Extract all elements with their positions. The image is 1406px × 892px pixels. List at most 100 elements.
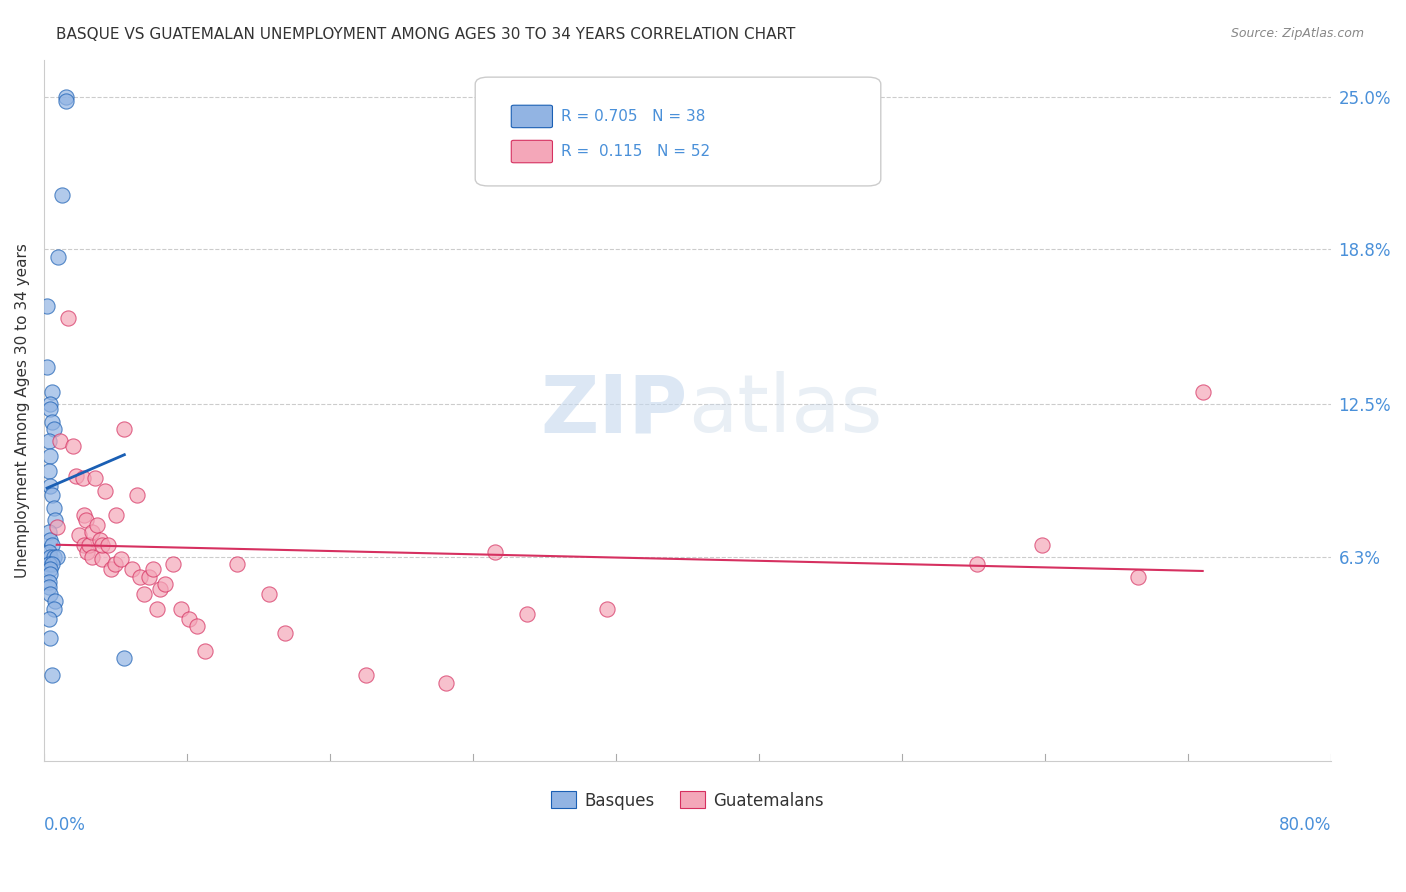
Point (67, 528, 90, 542)
Point (42, 422, 65, 436)
Point (177, 611, 200, 625)
Text: R =  0.115   N = 52: R = 0.115 N = 52 (561, 144, 710, 159)
Point (42, 601, 65, 615)
Point (966, 558, 988, 572)
Text: 0.0%: 0.0% (44, 815, 86, 833)
Point (48, 250, 70, 264)
FancyBboxPatch shape (475, 77, 880, 186)
Point (100, 562, 122, 576)
Point (76, 545, 98, 559)
Point (94, 483, 117, 498)
Point (38, 525, 60, 540)
Point (37, 299, 59, 313)
Point (41, 558, 63, 572)
Point (77, 538, 100, 552)
Point (194, 643, 217, 657)
Point (73, 538, 96, 552)
Point (73, 508, 96, 523)
Point (39, 562, 62, 576)
Point (75, 513, 97, 527)
Point (105, 508, 128, 523)
Point (42, 500, 65, 515)
FancyBboxPatch shape (512, 105, 553, 128)
Point (49, 434, 72, 449)
Point (82, 549, 104, 564)
Point (121, 562, 143, 576)
Point (112, 651, 135, 665)
Point (39, 478, 62, 492)
Point (62, 439, 84, 453)
Point (484, 545, 506, 559)
Point (51, 188, 73, 202)
Point (41, 415, 63, 429)
Point (41, 538, 63, 552)
FancyBboxPatch shape (512, 140, 553, 162)
Point (82, 525, 104, 540)
Point (142, 562, 165, 576)
Point (149, 582, 172, 596)
Point (39, 587, 62, 601)
Point (274, 626, 297, 640)
Point (39, 449, 62, 463)
Point (39, 549, 62, 564)
Text: 80.0%: 80.0% (1279, 815, 1331, 833)
Point (145, 601, 167, 615)
Point (37, 360, 59, 375)
Point (55, 89, 77, 103)
Point (38, 611, 60, 625)
Point (72, 471, 94, 485)
Point (39, 533, 62, 547)
Point (434, 675, 457, 690)
Point (89, 533, 111, 547)
Text: BASQUE VS GUATEMALAN UNEMPLOYMENT AMONG AGES 30 TO 34 YEARS CORRELATION CHART: BASQUE VS GUATEMALAN UNEMPLOYMENT AMONG … (56, 27, 796, 42)
Point (129, 570, 152, 584)
Point (1031, 538, 1053, 552)
Text: R = 0.705   N = 38: R = 0.705 N = 38 (561, 109, 706, 124)
Point (38, 545, 60, 559)
Point (1191, 384, 1213, 399)
Point (138, 570, 160, 584)
Point (86, 518, 108, 533)
Point (45, 520, 67, 534)
Point (38, 464, 60, 478)
Point (257, 587, 280, 601)
Point (354, 668, 377, 682)
Point (56, 311, 79, 326)
Y-axis label: Unemployment Among Ages 30 to 34 years: Unemployment Among Ages 30 to 34 years (15, 243, 30, 578)
Legend: Basques, Guatemalans: Basques, Guatemalans (544, 785, 831, 816)
Point (65, 468, 87, 483)
Point (186, 619, 208, 633)
Point (44, 513, 66, 527)
Point (41, 384, 63, 399)
Point (42, 549, 65, 564)
Text: atlas: atlas (688, 371, 882, 450)
Point (39, 632, 62, 646)
Point (132, 587, 155, 601)
Point (55, 95, 77, 109)
Point (162, 558, 184, 572)
Point (516, 607, 538, 621)
Point (84, 471, 107, 485)
Point (38, 434, 60, 449)
Point (153, 577, 176, 591)
Point (41, 668, 63, 682)
Point (127, 488, 149, 502)
Point (90, 552, 112, 566)
Point (45, 549, 67, 564)
Text: ZIP: ZIP (540, 371, 688, 450)
Point (104, 558, 127, 572)
Point (38, 558, 60, 572)
Point (39, 567, 62, 582)
Point (38, 574, 60, 589)
Point (90, 538, 112, 552)
Point (97, 538, 120, 552)
Point (44, 594, 66, 608)
Text: Source: ZipAtlas.com: Source: ZipAtlas.com (1230, 27, 1364, 40)
Point (110, 552, 132, 566)
Point (226, 558, 249, 572)
Point (41, 488, 63, 502)
Point (1128, 570, 1150, 584)
Point (38, 580, 60, 594)
Point (596, 601, 619, 615)
Point (170, 601, 193, 615)
